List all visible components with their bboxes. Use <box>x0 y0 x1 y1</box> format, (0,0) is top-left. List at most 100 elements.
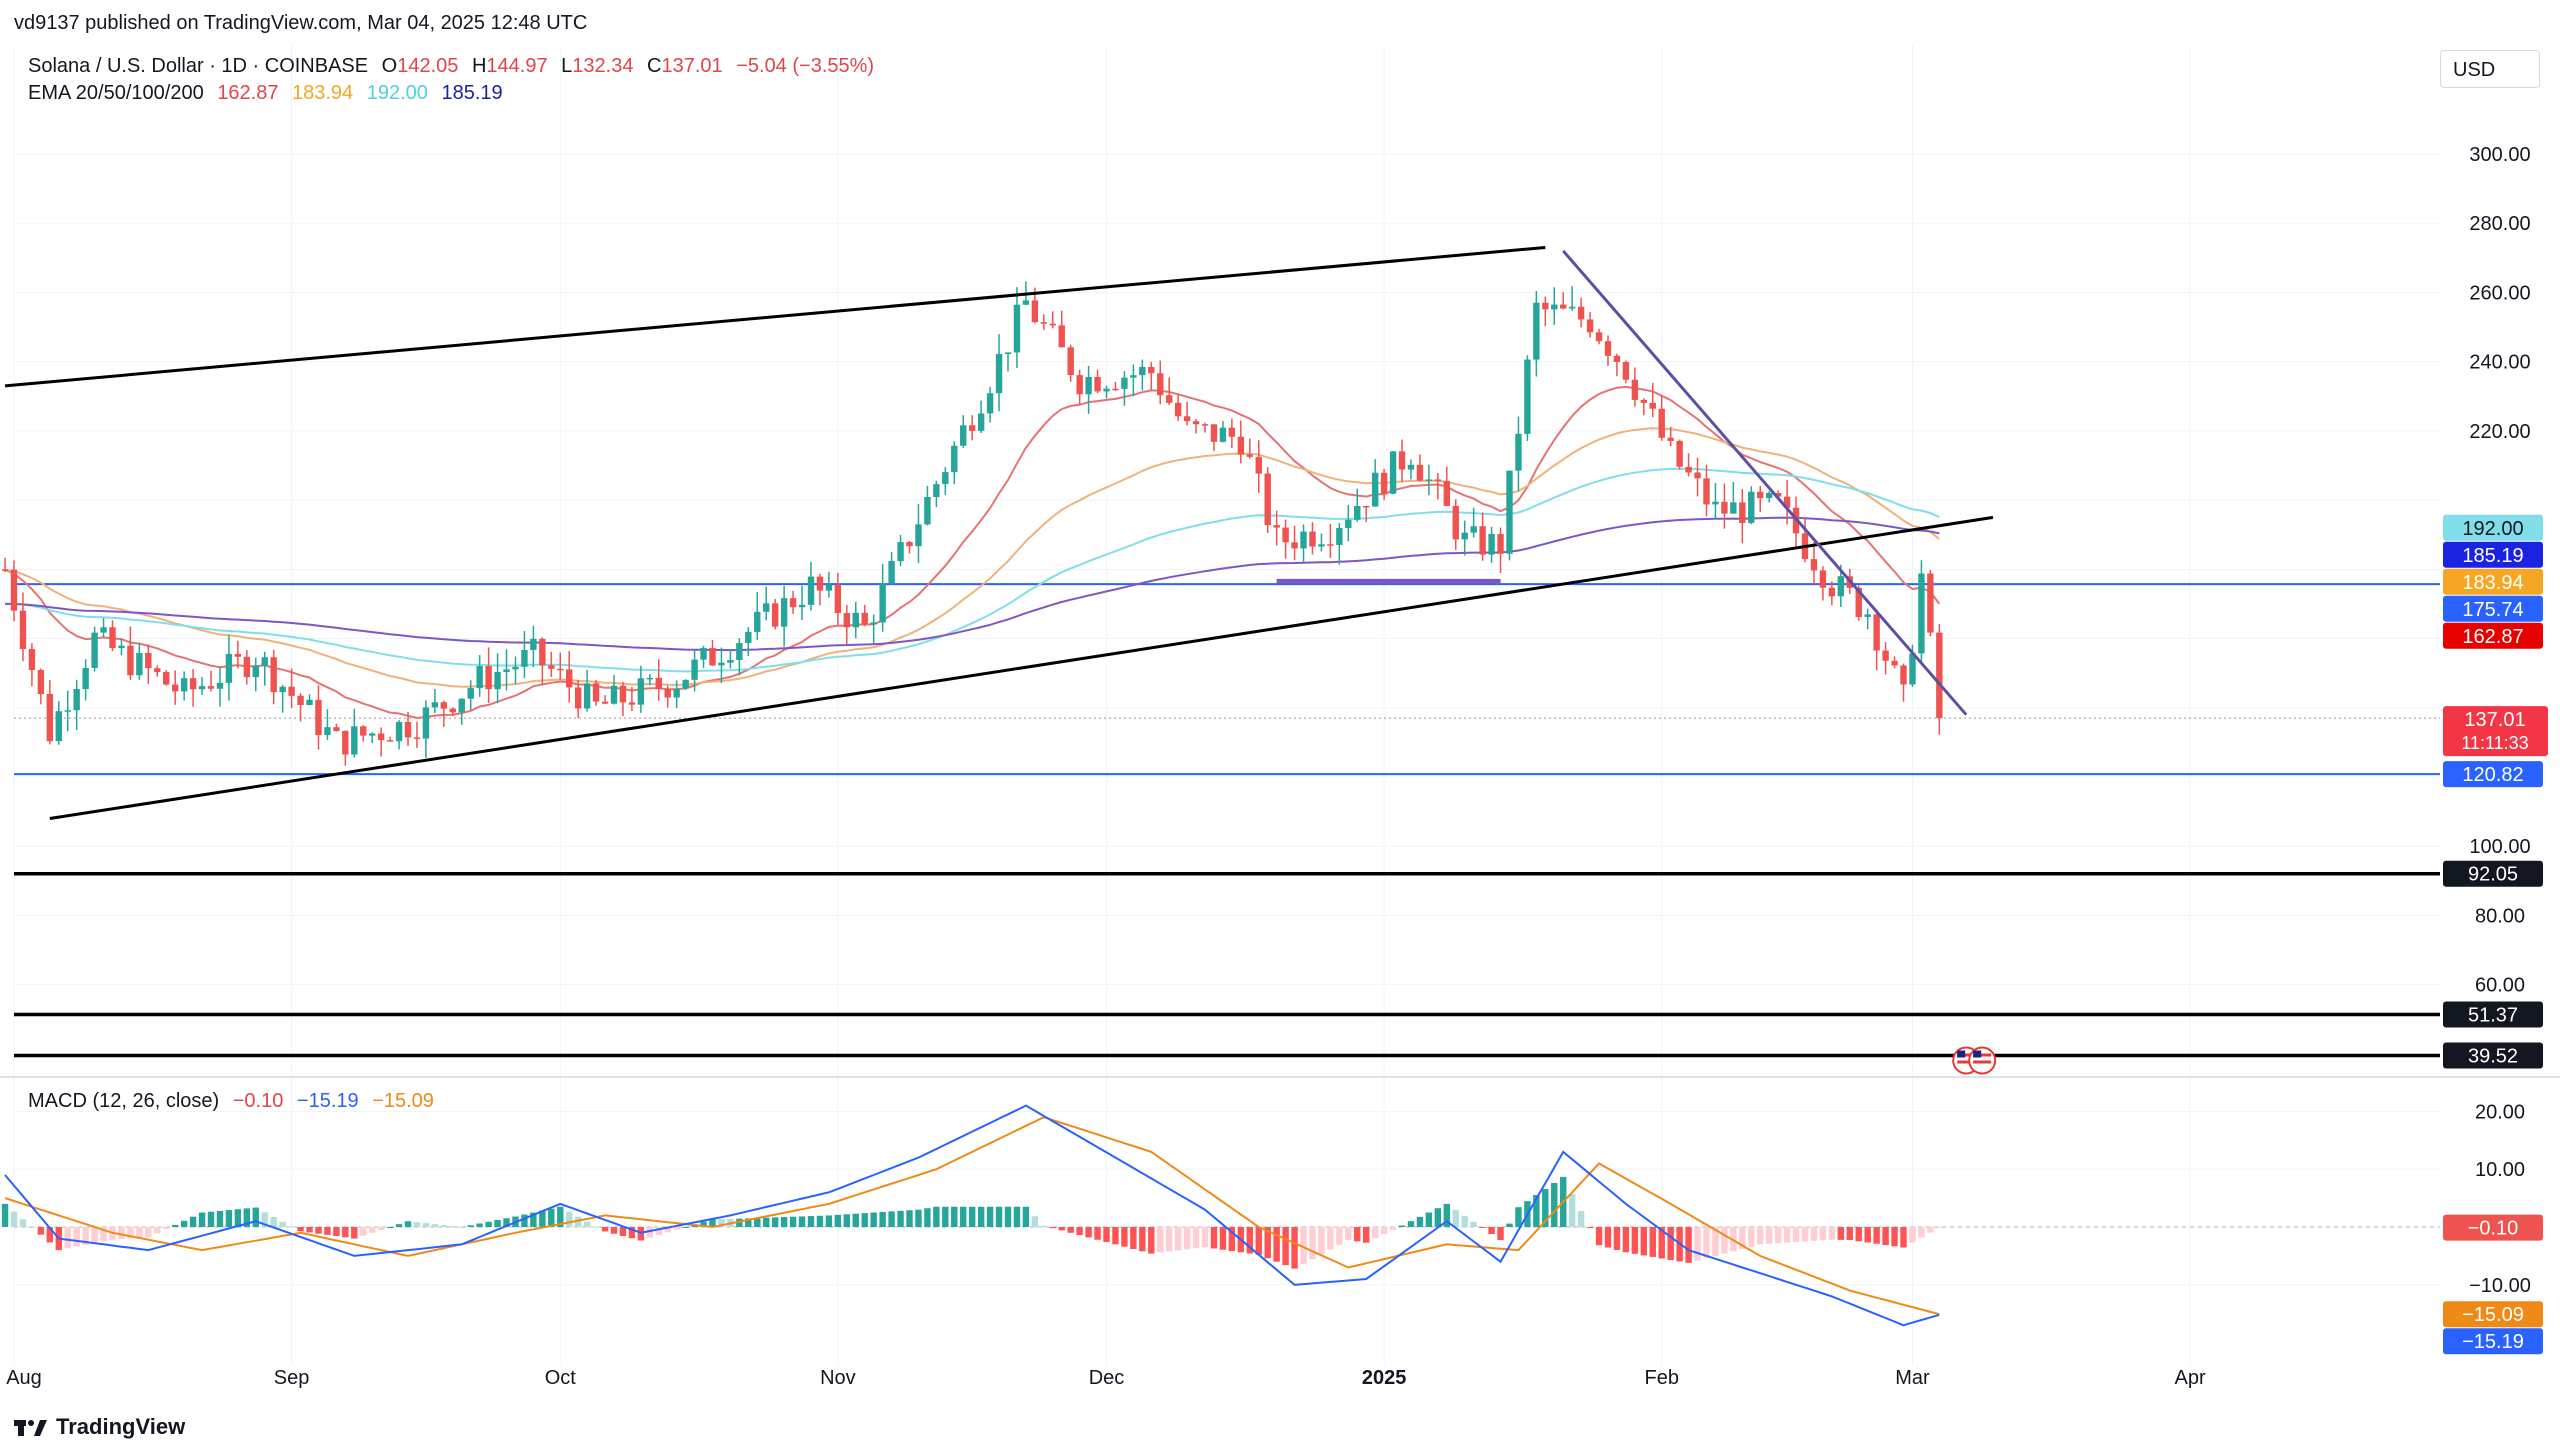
macd-histogram-bar <box>1130 1227 1137 1249</box>
macd-histogram-bar <box>816 1215 824 1227</box>
candle-body <box>1228 427 1236 437</box>
candle-body <box>1658 408 1665 438</box>
tradingview-brand[interactable]: TradingView <box>14 1414 185 1440</box>
macd-histogram-bar <box>342 1227 349 1238</box>
candle-body <box>610 685 618 704</box>
x-tick-label: Apr <box>2175 1367 2206 1389</box>
macd-histogram-bar <box>1846 1227 1853 1241</box>
candle-body <box>1174 402 1182 417</box>
candle-body <box>1479 526 1486 555</box>
candle-body <box>1327 544 1334 546</box>
candle-body <box>1210 424 1218 442</box>
candle-body <box>1873 614 1880 651</box>
macd-line <box>4 1104 1940 1327</box>
ema-label: EMA 20/50/100/200 <box>28 82 204 104</box>
candles <box>1 281 1943 766</box>
macd-histogram-bar <box>207 1211 215 1227</box>
price-label-bg <box>2443 595 2543 622</box>
macd-histogram-bar <box>1363 1227 1370 1243</box>
candle-body <box>1255 456 1262 474</box>
candle-body <box>73 689 80 711</box>
macd-histogram-bar <box>924 1208 931 1227</box>
candle-body <box>1533 302 1540 360</box>
macd-histogram-bar <box>1157 1227 1164 1253</box>
currency-button[interactable]: USD <box>2440 50 2540 88</box>
macd-histogram-bar <box>583 1221 591 1227</box>
macd-histogram-bar <box>539 1210 546 1227</box>
candle-body <box>1604 341 1612 356</box>
candle-body <box>1452 505 1459 540</box>
macd-histogram-bar <box>1022 1206 1030 1227</box>
change-value: −5.04 (−3.55%) <box>736 55 875 77</box>
candle-body <box>154 668 161 673</box>
x-tick-label: Feb <box>1644 1367 1678 1389</box>
macd-histogram-bar <box>1757 1227 1764 1245</box>
candle-body <box>503 669 510 673</box>
candle-body <box>1891 660 1898 666</box>
macd-histogram-bar <box>1264 1227 1271 1259</box>
candle-body <box>91 632 98 668</box>
candle-body <box>1389 451 1397 494</box>
macd-histogram-bar <box>360 1227 367 1236</box>
macd-label: −15.19 <box>2462 1331 2524 1353</box>
trendline <box>1562 249 1968 716</box>
macd-histogram-bar <box>1658 1227 1665 1259</box>
us-flag-stripe <box>1973 1060 1992 1064</box>
candle-body <box>592 683 600 702</box>
macd-histogram-bar <box>449 1226 456 1228</box>
macd-histogram-bar <box>1936 1227 1943 1228</box>
candle-body <box>422 707 430 739</box>
macd-histogram-bar <box>1094 1227 1101 1240</box>
candle-body <box>189 678 197 690</box>
candle-body <box>1049 323 1056 326</box>
ema50-line <box>4 427 1940 688</box>
macd-histogram-bar <box>369 1227 376 1233</box>
macd-histogram-bar <box>82 1227 89 1245</box>
candle-body <box>1774 493 1782 497</box>
candle-body <box>771 603 779 627</box>
candle-body <box>1112 388 1119 391</box>
macd-histogram-bar <box>440 1225 448 1227</box>
candle-body <box>127 645 134 676</box>
macd-histogram-bar <box>1586 1227 1594 1229</box>
macd-histogram-bar <box>64 1227 71 1249</box>
candle-body <box>1667 437 1674 441</box>
candle-body <box>1488 533 1495 555</box>
trendline <box>4 245 1546 388</box>
candle-body <box>1192 421 1200 425</box>
y-tick-label: 280.00 <box>2469 213 2530 235</box>
macd-histogram-bar <box>807 1216 815 1227</box>
macd-histogram-bar <box>485 1221 492 1227</box>
tradingview-logo-icon <box>14 1420 47 1437</box>
candle-body <box>628 702 636 705</box>
candle-body <box>1363 505 1370 508</box>
candle-body <box>1219 427 1227 442</box>
high-label: H <box>471 55 487 77</box>
candle-body <box>28 648 36 671</box>
macd-histogram-bar <box>1891 1227 1898 1247</box>
symbol-title[interactable]: Solana / U.S. Dollar · 1D · COINBASE <box>28 55 369 77</box>
high-value: 144.97 <box>486 55 548 77</box>
macd-histogram-bar <box>834 1214 842 1227</box>
macd-histogram-bar <box>1345 1227 1352 1241</box>
macd-histogram-bar <box>709 1218 716 1227</box>
candle-body <box>1855 587 1862 617</box>
macd-histogram-bar <box>1470 1221 1477 1227</box>
candle-body <box>1864 614 1871 617</box>
macd-histogram-bar <box>315 1227 322 1234</box>
macd-histogram-bar <box>1210 1227 1218 1249</box>
macd-histogram-bar <box>1595 1227 1603 1246</box>
ema-legend[interactable]: EMA 20/50/100/200 162.87 183.94 192.00 1… <box>28 82 503 105</box>
x-tick-label: Mar <box>1895 1367 1930 1389</box>
macd-histogram-bar <box>1828 1227 1836 1240</box>
grid <box>0 45 2560 1365</box>
macd-legend[interactable]: MACD (12, 26, close) −0.10 −15.19 −15.09 <box>28 1090 434 1113</box>
macd-y-tick-label: 20.00 <box>2475 1101 2525 1123</box>
macd-histogram-bar <box>861 1213 868 1227</box>
candle-body <box>118 645 125 648</box>
candle-body <box>583 683 591 709</box>
trendlines <box>4 245 1994 820</box>
macd-histogram-bar <box>1568 1193 1576 1227</box>
macd-histogram-bar <box>118 1227 125 1240</box>
